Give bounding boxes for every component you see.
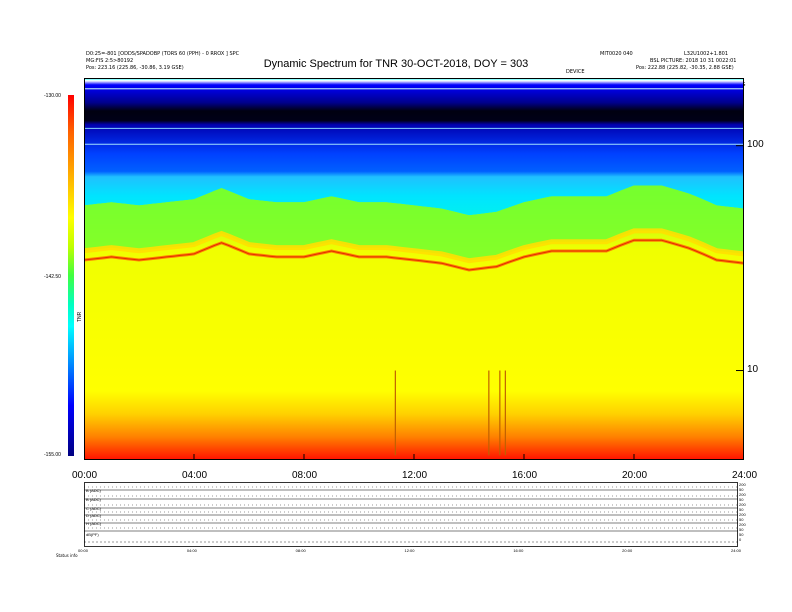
interference-line-1 (84, 88, 744, 90)
panel-label: H (ADC) (86, 521, 102, 526)
noise-spike (394, 370, 396, 456)
colorbar (68, 95, 74, 456)
bottom-panels (84, 482, 738, 547)
panel-right-label: 50 (739, 527, 744, 532)
colorbar-tick-bottom: -155.00 (44, 452, 61, 458)
x-tick-label: 12:00 (402, 470, 428, 481)
header-right-line-3: BSL PICTURE: 2018 10 31 0022:01 (650, 58, 737, 64)
y-tick-label: 10 (747, 363, 759, 375)
panel-label: B (ADC) (86, 488, 101, 493)
bottom-x-tick-label: 24:00 (731, 548, 742, 553)
bottom-x-tick-label: 04:00 (186, 548, 197, 553)
colorbar-label: TNR (77, 311, 83, 322)
x-tick-mark (523, 454, 525, 460)
colorbar-tick-top: -130.00 (44, 93, 61, 99)
panel-label: dB(PF) (86, 532, 99, 537)
header-right-line-4: Pos: 222.88 (225.82, -30.35, 2.88 GSE) (636, 65, 734, 71)
panel-label: D (ADC) (86, 513, 102, 518)
x-tick-label: 16:00 (512, 470, 538, 481)
panel-right-label: 0 (739, 537, 742, 542)
panel-right-label: 50 (739, 497, 744, 502)
x-tick-mark (193, 454, 195, 460)
x-tick-label: 00:00 (72, 470, 98, 481)
bottom-x-tick-label: 16:00 (513, 548, 524, 553)
header-center-small: DEVICE (566, 69, 585, 75)
header-left-line-1: D0:25=-801 [ODDS/SPADOBP (TORS 60 (PPH) … (86, 51, 240, 57)
header-left-line-2: MG:FIS 2:5>80192 (86, 58, 134, 64)
bottom-frame (84, 482, 738, 547)
y-tick-label: 100 (747, 138, 764, 150)
noise-spike (488, 370, 490, 456)
band-halo (84, 228, 744, 264)
interference-line-2 (84, 127, 744, 129)
bottom-x-tick-label: 08:00 (295, 548, 306, 553)
bottom-x-tick-label: 20:00 (622, 548, 633, 553)
interference-line-3 (84, 143, 744, 145)
x-tick-mark (413, 454, 415, 460)
panel-right-label: 50 (739, 532, 744, 537)
y-tick-mark (736, 370, 744, 372)
bottom-x-tick-label: 00:00 (78, 548, 89, 553)
x-tick-label: 08:00 (292, 470, 318, 481)
upper-spectrum-region (84, 78, 744, 216)
panel-right-label: 200 (739, 502, 746, 507)
panel-right-label: 200 (739, 512, 746, 517)
x-tick-mark (303, 454, 305, 460)
panel-label: C (ADC) (86, 506, 102, 511)
x-tick-label: 20:00 (622, 470, 648, 481)
panel-right-label: 50 (739, 517, 744, 522)
header-left-line-3: Pos: 223.16 (225.86, -30.86, 3.19 GSE) (86, 65, 184, 71)
spectrogram (84, 78, 744, 460)
footer-status: Status info (56, 553, 78, 558)
x-tick-label: 04:00 (182, 470, 208, 481)
panel-right-label: 50 (739, 507, 744, 512)
panel-right-label: 200 (739, 492, 746, 497)
header-right-line-2: L32U1002+1.801 (684, 51, 729, 57)
panel-label: B (ADC) (86, 497, 101, 502)
panel-right-label: 200 (739, 522, 746, 527)
noise-spike (504, 370, 506, 456)
plasma-line-core (84, 239, 744, 271)
panel-right-label: 50 (739, 487, 744, 492)
chart-title: Dynamic Spectrum for TNR 30-OCT-2018, DO… (263, 58, 529, 70)
x-tick-mark (743, 454, 744, 460)
x-tick-mark (633, 454, 635, 460)
panel-right-label: 200 (739, 482, 746, 487)
colorbar-tick-mid: -142.50 (44, 274, 61, 280)
header-right-line-1: MIT0020 040 (600, 51, 633, 57)
x-tick-mark (84, 454, 85, 460)
noise-spike (499, 370, 501, 456)
bottom-x-tick-label: 12:00 (404, 548, 415, 553)
x-tick-label: 24:00 (732, 470, 758, 481)
y-tick-mark (736, 145, 744, 147)
